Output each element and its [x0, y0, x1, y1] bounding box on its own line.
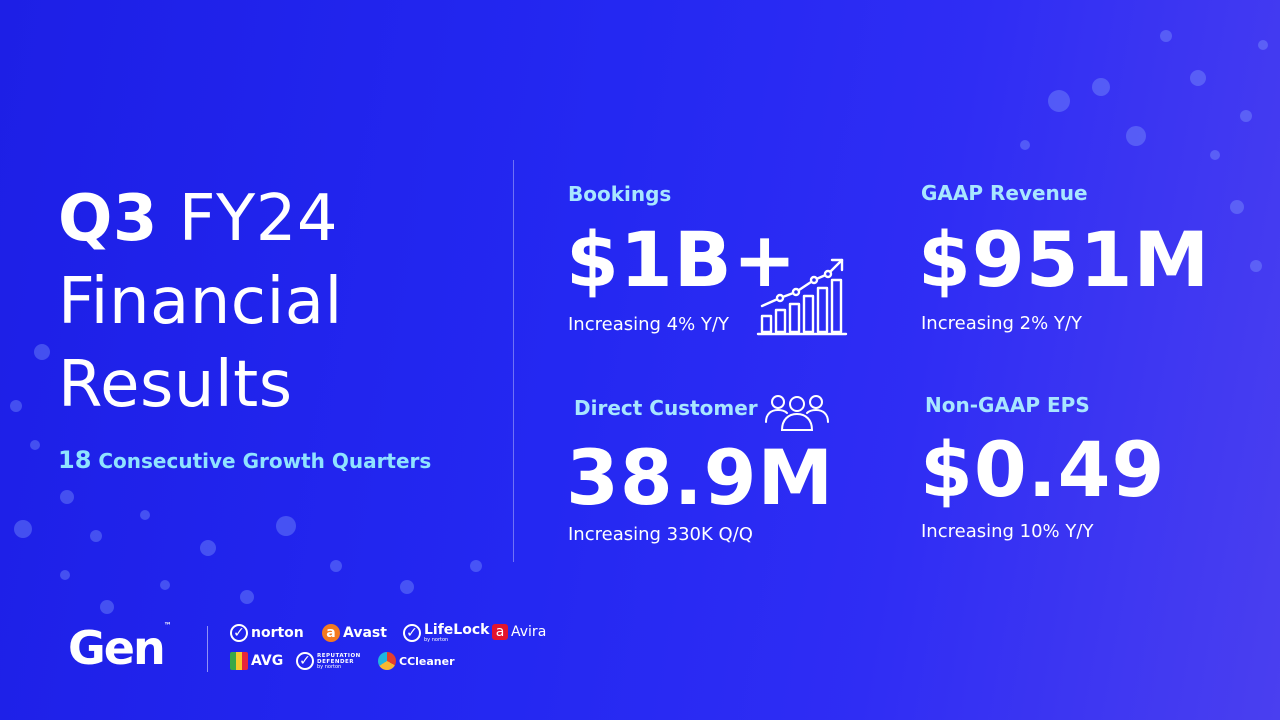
- customers-label: Direct Customer: [574, 396, 758, 420]
- avira-text: Avira: [511, 624, 547, 640]
- subtitle-text: Consecutive Growth Quarters: [98, 449, 432, 473]
- reputation-line2: DEFENDER: [317, 658, 354, 665]
- slide-title: Q3 FY24 Financial Results: [58, 178, 343, 427]
- avg-text: AVG: [251, 653, 284, 669]
- eps-note: Increasing 10% Y/Y: [921, 521, 1094, 542]
- bookings-note: Increasing 4% Y/Y: [568, 314, 729, 335]
- revenue-note: Increasing 2% Y/Y: [921, 313, 1082, 334]
- title-line-3: Results: [58, 348, 293, 422]
- norton-check-icon: ✓: [230, 624, 248, 642]
- eps-label: Non-GAAP EPS: [925, 393, 1090, 417]
- lifelock-wordmark: LifeLock by norton: [424, 622, 489, 643]
- lifelock-logo: ✓ LifeLock by norton: [403, 622, 489, 643]
- avira-icon: a: [492, 624, 508, 640]
- revenue-value: $951M: [918, 215, 1211, 304]
- reputation-line1: REPUTATION: [317, 652, 361, 659]
- lifelock-sub: by norton: [424, 637, 449, 643]
- bookings-value: $1B+: [566, 215, 798, 304]
- slide-subtitle: 18 Consecutive Growth Quarters: [58, 446, 431, 474]
- reputation-check-icon: ✓: [296, 652, 314, 670]
- title-line-2: Financial: [58, 265, 343, 339]
- reputation-wordmark: REPUTATION DEFENDER by norton: [317, 653, 361, 670]
- avg-icon: [230, 652, 248, 670]
- revenue-label: GAAP Revenue: [921, 181, 1088, 205]
- gen-logo: Gen™: [68, 621, 172, 675]
- people-group-icon: [765, 395, 829, 431]
- lifelock-text: LifeLock: [424, 622, 490, 638]
- ccleaner-text: CCleaner: [399, 654, 455, 668]
- bar-chart-growth-icon: [756, 258, 848, 336]
- gen-logo-text: Gen: [68, 621, 166, 675]
- gen-logo-trademark: ™: [163, 621, 172, 630]
- avast-logo: a Avast: [322, 624, 387, 642]
- norton-logo: ✓ norton: [230, 624, 304, 642]
- lifelock-check-icon: ✓: [403, 623, 421, 642]
- title-line-1: Q3 FY24: [58, 178, 343, 261]
- ccleaner-logo: CCleaner: [378, 652, 455, 670]
- title-quarter: Q3: [58, 182, 158, 256]
- avast-text: Avast: [343, 625, 387, 641]
- avast-icon: a: [322, 624, 340, 642]
- reputation-defender-logo: ✓ REPUTATION DEFENDER by norton: [296, 652, 361, 670]
- norton-text: norton: [251, 625, 304, 641]
- eps-value: $0.49: [920, 425, 1166, 514]
- avira-logo: a Avira: [492, 624, 546, 640]
- title-fiscal-year: FY24: [178, 182, 339, 256]
- ccleaner-icon: [378, 652, 396, 670]
- customers-value: 38.9M: [566, 433, 835, 522]
- avg-logo: AVG: [230, 652, 283, 670]
- reputation-sub: by norton: [317, 663, 342, 670]
- customers-note: Increasing 330K Q/Q: [568, 524, 753, 545]
- logo-divider: [207, 626, 208, 672]
- subtitle-number: 18: [58, 446, 92, 474]
- bookings-label: Bookings: [568, 182, 672, 206]
- vertical-divider: [513, 160, 514, 562]
